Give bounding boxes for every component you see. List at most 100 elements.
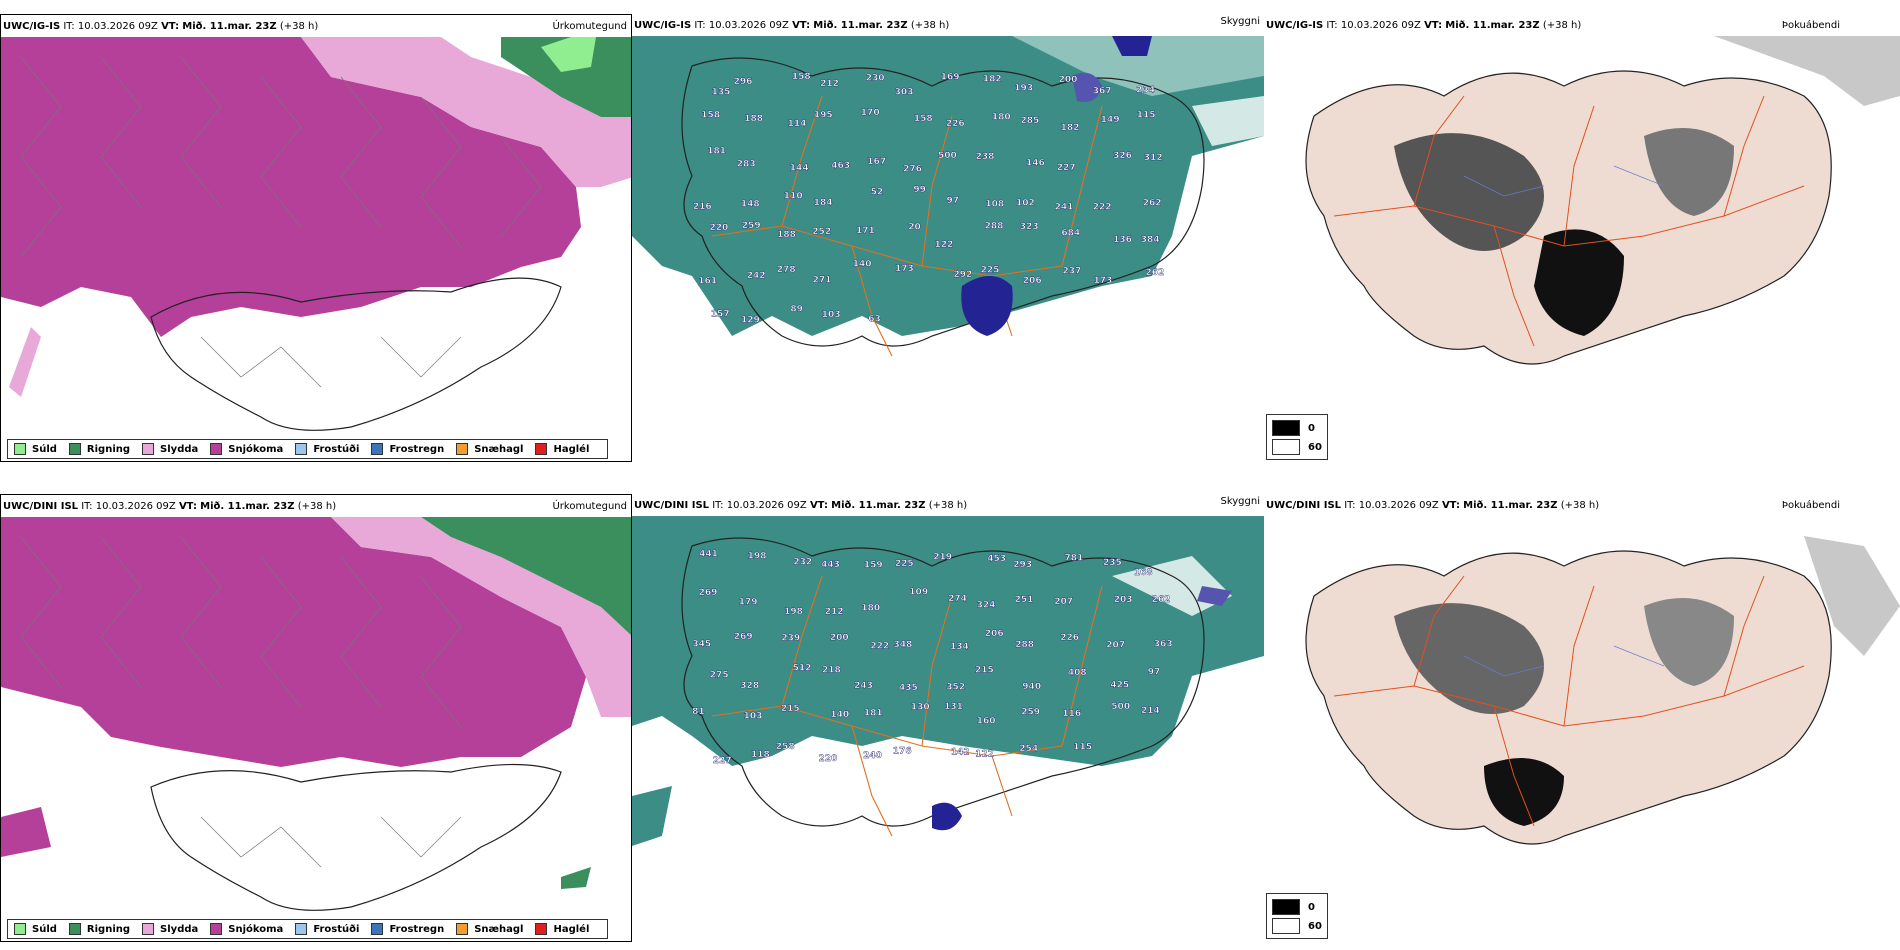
model-name: UWC/DINI ISL — [1266, 500, 1342, 511]
panel-header: UWC/DINI ISL IT: 10.03.2026 09Z VT: Mið.… — [1, 499, 631, 515]
valid-time-value: Mið. 11.mar. 23Z — [182, 21, 277, 32]
ceiling-value-label: 292 — [954, 270, 973, 280]
ceiling-value-label: 52 — [871, 187, 884, 197]
legend-label: Frostúði — [313, 923, 360, 935]
ceiling-value-label: 198 — [784, 607, 803, 617]
ceiling-value-label: 363 — [1154, 640, 1173, 650]
ceiling-value-label: 271 — [813, 276, 832, 286]
ceiling-value-label: 182 — [1061, 123, 1080, 133]
ceiling-value-label: 146 — [1026, 159, 1045, 169]
ceiling-value-label: 232 — [793, 557, 812, 567]
ceiling-value-label: 170 — [861, 108, 880, 118]
ceiling-value-label: 367 — [1093, 87, 1112, 97]
valid-time-value: Mið. 11.mar. 23Z — [200, 501, 295, 512]
ceiling-value-label: 443 — [821, 560, 840, 570]
model-name: UWC/IG-IS — [634, 20, 692, 31]
legend-swatch — [295, 923, 308, 935]
panel-title: Skyggni — [1220, 16, 1260, 27]
ceiling-value-label: 288 — [1015, 640, 1034, 650]
precip-type-map — [1, 517, 631, 937]
ceiling-value-label: 214 — [1141, 706, 1160, 716]
ceiling-value-label: 239 — [781, 633, 800, 643]
ceiling-value-label: 173 — [895, 264, 914, 274]
init-time-label: IT: — [1344, 500, 1356, 511]
legend-item-rigning: Rigning — [68, 443, 130, 455]
legend-label: Snjókoma — [228, 923, 284, 935]
legend-item-slydda: Slydda — [142, 923, 198, 935]
precip-type-map — [1, 37, 631, 457]
ceiling-value-label: 171 — [856, 226, 875, 236]
legend-swatch — [371, 923, 384, 935]
ceiling-value-label: 215 — [975, 665, 994, 675]
ceiling-value-label: 275 — [710, 670, 729, 680]
lead-time: (+38 h) — [1542, 20, 1582, 31]
fog-legend-swatch — [1272, 439, 1300, 455]
ceiling-value-label: 99 — [913, 185, 926, 195]
ceiling-value-label: 242 — [747, 271, 766, 281]
ceiling-value-label: 345 — [692, 640, 711, 650]
ceiling-value-label: 122 — [975, 749, 994, 759]
ceiling-value-label: 222 — [870, 642, 889, 652]
ceiling-value-label: 140 — [853, 259, 872, 269]
ceiling-value-label: 140 — [830, 710, 849, 720]
ceiling-value-label: 222 — [1093, 202, 1112, 212]
valid-time-label: VT: — [161, 21, 180, 32]
legend-label: Súld — [32, 443, 57, 455]
legend-item-snjokoma: Snjókoma — [210, 443, 283, 455]
legend-label: Rigning — [86, 923, 131, 935]
ceiling-value-label: 278 — [777, 265, 796, 275]
ceiling-value-label: 235 — [1103, 558, 1122, 568]
ceiling-value-label: 326 — [1113, 151, 1132, 161]
ceiling-value-label: 116 — [1062, 709, 1081, 719]
legend-swatch — [210, 443, 223, 455]
lead-time: (+38 h) — [279, 21, 319, 32]
legend-label: Snjókoma — [228, 443, 284, 455]
ceiling-value-label: 131 — [944, 702, 963, 712]
ceiling-value-label: 435 — [899, 683, 918, 693]
legend-item-snjokoma: Snjókoma — [210, 923, 283, 935]
legend-swatch — [14, 443, 26, 455]
ceiling-value-label: 453 — [987, 554, 1006, 564]
ceiling-value-label: 144 — [790, 163, 809, 173]
ceiling-value-label: 158 — [792, 72, 811, 82]
ceiling-value-label: 159 — [864, 561, 883, 571]
valid-time-label: VT: — [1424, 20, 1443, 31]
ceiling-value-label: 115 — [1073, 743, 1092, 753]
ceiling-value-label: 198 — [748, 552, 767, 562]
ceiling-value-label: 167 — [867, 157, 886, 167]
legend-item-rigning: Rigning — [68, 923, 131, 935]
legend-label: Frostúði — [313, 443, 360, 455]
fog-legend-item: 0 — [1272, 899, 1315, 915]
ceiling-value-label: 158 — [701, 111, 720, 121]
fog-index-map — [1264, 36, 1900, 434]
ceiling-value-label: 781 — [1065, 554, 1084, 564]
init-time-value: 10.03.2026 09Z — [77, 21, 158, 32]
ceiling-value-label: 97 — [1148, 668, 1161, 678]
ceiling-value-label: 296 — [734, 77, 753, 87]
ceiling-value-label: 129 — [741, 315, 760, 325]
init-time-value: 10.03.2026 09Z — [1340, 20, 1421, 31]
ceiling-value-label: 134 — [950, 642, 969, 652]
ceiling-value-label: 212 — [825, 607, 844, 617]
ceiling-value-label: 328 — [740, 681, 759, 691]
precip-type-map-panel-row2: UWC/DINI ISL IT: 10.03.2026 09Z VT: Mið.… — [0, 494, 632, 942]
ceiling-value-label: 274 — [948, 594, 967, 604]
ceiling-value-label: 262 — [1152, 595, 1171, 605]
ceiling-value-label: 103 — [822, 310, 841, 320]
legend-item-hagel: Haglél — [535, 923, 589, 935]
ceiling-value-label: 240 — [863, 751, 882, 761]
ceiling-value-label: 269 — [699, 588, 718, 598]
ceiling-value-label: 114 — [788, 119, 807, 129]
lead-time: (+38 h) — [297, 501, 337, 512]
fog-legend-item: 0 — [1272, 420, 1315, 436]
fog-legend-swatch — [1272, 420, 1300, 436]
ceiling-value-label: 276 — [903, 165, 922, 175]
ceiling-value-label: 188 — [744, 114, 763, 124]
legend-swatch — [535, 923, 548, 935]
ceiling-value-label: 500 — [938, 151, 957, 161]
ceiling-value-label: 234 — [1136, 86, 1155, 96]
ceiling-value-label: 220 — [819, 754, 838, 764]
model-name: UWC/IG-IS — [1266, 20, 1324, 31]
